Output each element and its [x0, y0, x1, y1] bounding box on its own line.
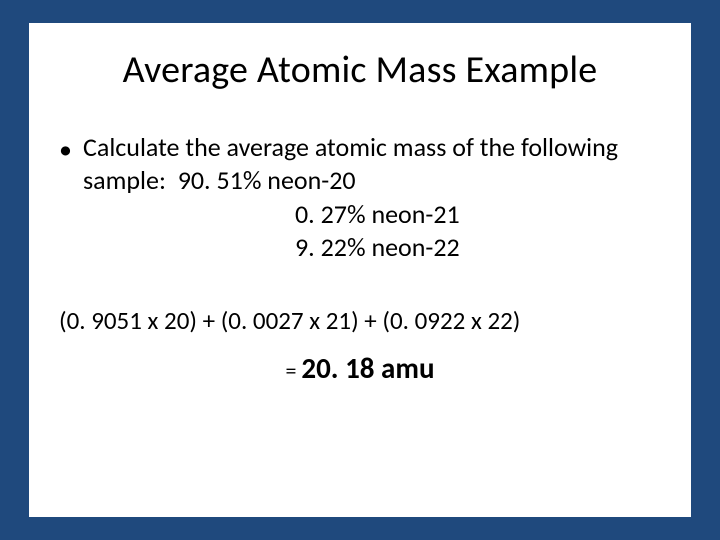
slide-title: Average Atomic Mass Example	[59, 47, 661, 93]
sample-3: 9. 22% neon-22	[59, 231, 661, 264]
sample-2: 0. 27% neon-21	[59, 198, 661, 231]
result-value: 20. 18 amu	[301, 350, 434, 386]
equals-sign: =	[285, 357, 301, 384]
calculation-expression: (0. 9051 x 20) + (0. 0027 x 21) + (0. 09…	[59, 305, 661, 336]
calculation-result: = 20. 18 amu	[59, 350, 661, 386]
sample-1: 90. 51% neon-20	[178, 164, 356, 196]
bullet-text: Calculate the average atomic mass of the…	[83, 131, 661, 196]
slide: Average Atomic Mass Example • Calculate …	[29, 23, 691, 517]
bullet-item: • Calculate the average atomic mass of t…	[59, 131, 661, 196]
bullet-dot-icon: •	[59, 131, 83, 196]
slide-body: • Calculate the average atomic mass of t…	[59, 131, 661, 387]
